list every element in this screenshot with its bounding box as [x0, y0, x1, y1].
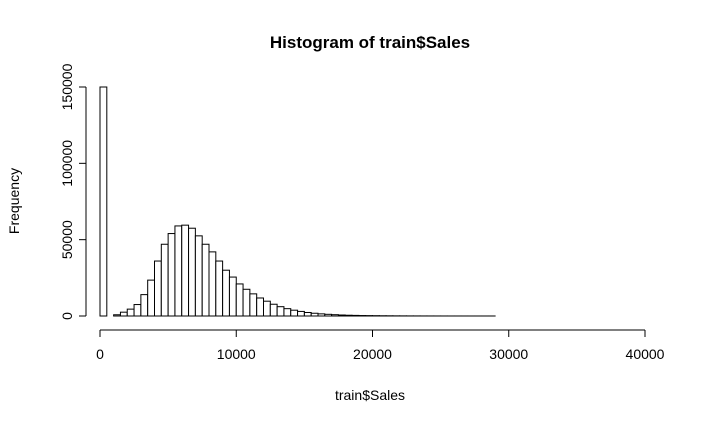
x-tick-label: 20000	[353, 346, 392, 362]
x-tick-label: 10000	[217, 346, 256, 362]
histogram-bar	[188, 227, 196, 317]
histogram-bar	[113, 314, 121, 317]
histogram-bar	[147, 279, 156, 317]
histogram-bar	[235, 283, 244, 317]
histogram-bar	[310, 312, 319, 317]
x-axis-label: train$Sales	[335, 387, 405, 403]
histogram-bar	[242, 288, 251, 317]
histogram-bar	[303, 311, 312, 317]
histogram-bar	[215, 260, 224, 317]
histogram-bar	[344, 314, 353, 317]
y-tick-label: 100000	[59, 140, 75, 187]
histogram-bar	[317, 313, 326, 317]
histogram-bar	[181, 224, 190, 317]
x-axis: 0 10000 20000 30000 40000	[96, 329, 665, 362]
y-axis: 0 50000 100000 150000	[59, 63, 87, 320]
histogram-bars	[99, 86, 496, 317]
histogram-bar	[160, 243, 169, 317]
histogram-bar	[222, 269, 230, 317]
y-axis-label: Frequency	[6, 168, 22, 234]
histogram-bar	[167, 233, 176, 317]
histogram-bar	[256, 297, 265, 317]
histogram-bar	[269, 303, 278, 317]
histogram-bar	[263, 300, 271, 317]
y-tick-label: 0	[59, 312, 75, 320]
histogram-bar	[297, 310, 305, 317]
histogram-bar	[208, 251, 217, 317]
histogram-bar	[324, 313, 333, 317]
x-tick-label: 0	[96, 346, 104, 362]
x-tick-label: 30000	[489, 346, 528, 362]
histogram-bar	[337, 314, 346, 317]
histogram-bar	[126, 308, 135, 317]
histogram-bar	[201, 243, 210, 317]
histogram-bar	[133, 304, 142, 317]
chart-title: Histogram of train$Sales	[270, 33, 470, 52]
histogram-bar	[154, 260, 162, 317]
histogram-bar	[174, 225, 183, 317]
y-tick-label: 50000	[59, 220, 75, 259]
histogram-bar	[283, 308, 292, 317]
histogram-bar	[119, 311, 128, 317]
x-tick-label: 40000	[626, 346, 665, 362]
histogram-bar	[249, 293, 258, 317]
histogram-bar	[140, 294, 149, 317]
histogram-bar	[276, 306, 285, 317]
histogram-bar	[331, 314, 339, 317]
histogram-bar	[351, 314, 360, 317]
y-tick-label: 150000	[59, 63, 75, 110]
histogram-bar	[99, 86, 108, 317]
histogram-bar	[228, 276, 237, 317]
histogram-bar	[194, 235, 203, 317]
histogram-bar	[290, 309, 299, 317]
